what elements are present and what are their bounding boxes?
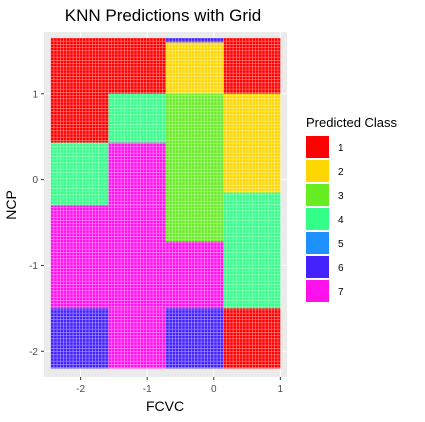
legend-items: 1 2 3 4 5 6 7: [306, 136, 344, 302]
legend-swatch-1: [306, 136, 329, 158]
legend-label-1: 1: [338, 143, 344, 154]
legend-swatch-7: [306, 280, 329, 302]
legend-swatch-3: [306, 184, 329, 206]
x-tick-label: -2: [76, 384, 85, 395]
legend-swatch-4: [306, 208, 329, 230]
y-tick-label: -2: [29, 347, 38, 358]
y-axis-ticks: -2 -1 0 1: [29, 89, 44, 358]
legend-title: Predicted Class: [306, 115, 398, 130]
x-axis-ticks: -2 -1 0 1: [76, 377, 284, 395]
y-tick-label: 0: [32, 175, 38, 186]
y-axis-label: NCP: [3, 190, 19, 220]
x-tick-label: 0: [211, 384, 217, 395]
legend-label-4: 4: [338, 215, 344, 226]
x-tick-label: 1: [278, 384, 284, 395]
legend: Predicted Class 1 2 3 4 5 6 7: [306, 115, 398, 302]
prediction-grid-mesh: [50, 37, 281, 369]
legend-swatch-2: [306, 160, 329, 182]
x-tick-label: -1: [143, 384, 152, 395]
mesh-lines: [50, 37, 281, 369]
legend-label-3: 3: [338, 191, 344, 202]
legend-label-6: 6: [338, 263, 344, 274]
legend-swatch-6: [306, 256, 329, 278]
legend-label-2: 2: [338, 167, 344, 178]
legend-swatch-5: [306, 232, 329, 254]
legend-label-7: 7: [338, 287, 344, 298]
x-axis-label: FCVC: [146, 398, 184, 414]
y-tick-label: -1: [29, 261, 38, 272]
y-tick-label: 1: [32, 89, 38, 100]
chart-title: KNN Predictions with Grid: [65, 6, 262, 25]
legend-label-5: 5: [338, 239, 344, 250]
